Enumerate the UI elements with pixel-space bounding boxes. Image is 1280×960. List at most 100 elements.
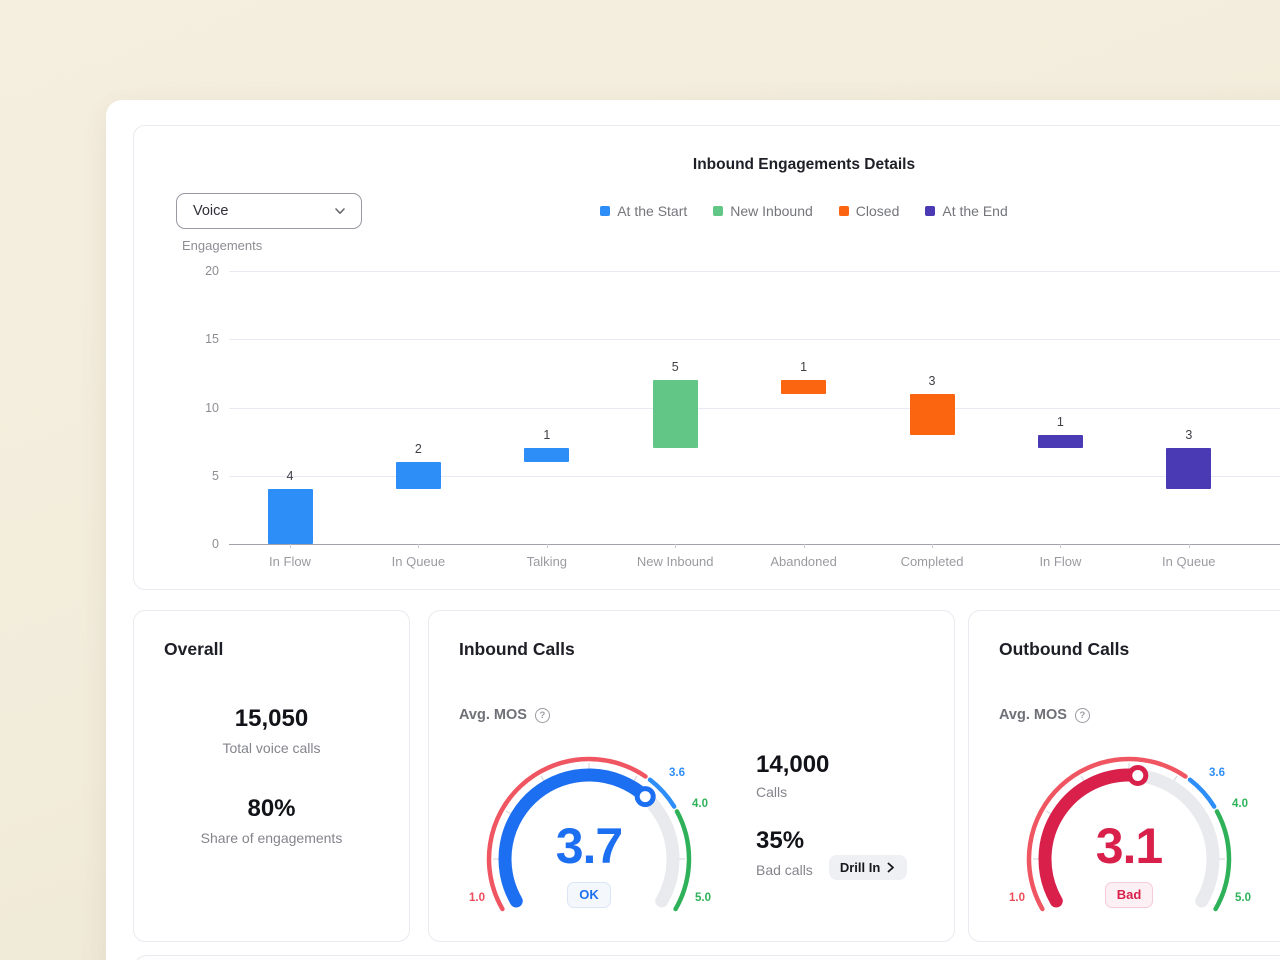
engagements-chart-card: Inbound Engagements Details Voice At the… (133, 125, 1280, 590)
outbound-avg-mos-row: Avg. MOS ? (999, 707, 1090, 723)
legend-label: New Inbound (730, 203, 813, 219)
dashboard-window: Inbound Engagements Details Voice At the… (106, 100, 1280, 960)
inbound-mos-status-badge: OK (459, 882, 719, 908)
y-tick-label: 15 (205, 332, 219, 347)
gauge-arc (486, 756, 692, 912)
bad-calls-label: Bad calls (756, 861, 813, 878)
inbound-calls-value: 14,000 (756, 751, 830, 778)
share-of-engagements-label: Share of engagements (200, 830, 343, 846)
x-tick-label: Abandoned (770, 554, 837, 569)
legend-item-closed[interactable]: Closed (838, 203, 900, 219)
gridline (229, 475, 1280, 477)
chart-title: Inbound Engagements Details (692, 156, 916, 173)
chevron-down-icon (335, 208, 345, 214)
bar-value-label: 1 (800, 360, 808, 375)
outbound-mos-value: 3.1 (1095, 818, 1164, 874)
overall-stats: 15,050 Total voice calls 80% Share of en… (134, 705, 409, 847)
bar-talking[interactable] (524, 448, 570, 463)
x-tick-label: New Inbound (636, 554, 714, 569)
legend-label: Closed (855, 203, 900, 219)
x-tick-mark (418, 544, 420, 548)
inbound-mos-gauge: 3.7 OK 1.0 3.6 4.0 5.0 (459, 746, 729, 936)
legend-swatch (713, 206, 724, 216)
gauge-scale-label: 5.0 (1235, 892, 1251, 904)
legend-label: At the End (942, 203, 1008, 219)
gauge-scale-label: 1.0 (1009, 892, 1025, 904)
bar-in-queue[interactable] (1166, 448, 1212, 490)
inbound-calls-label: Calls (756, 784, 788, 800)
legend-item-at-the-start[interactable]: At the Start (600, 203, 687, 219)
y-axis-title: Engagements (182, 238, 263, 253)
chevron-right-icon (887, 862, 895, 873)
drill-in-button[interactable]: Drill In (828, 855, 908, 880)
overall-card-title: Overall (164, 639, 224, 659)
gauge-scale-label: 3.6 (669, 767, 685, 779)
x-tick-label: In Queue (1162, 554, 1216, 569)
avg-mos-label: Avg. MOS (999, 707, 1067, 723)
bar-value-label: 1 (1056, 414, 1064, 429)
y-tick-label: 5 (212, 468, 219, 483)
y-tick-label: 0 (212, 537, 219, 551)
inbound-mos-value: 3.7 (555, 818, 624, 874)
bar-new-inbound[interactable] (652, 380, 698, 449)
outbound-card-title: Outbound Calls (999, 639, 1130, 659)
gauge-scale-label: 1.0 (469, 892, 485, 904)
inbound-avg-mos-row: Avg. MOS ? (459, 707, 550, 723)
overall-card: Overall 15,050 Total voice calls 80% Sha… (133, 610, 410, 942)
legend-label: At the Start (617, 203, 688, 219)
help-circle-icon[interactable]: ? (1074, 707, 1090, 723)
y-tick-label: 10 (205, 400, 219, 415)
bar-value-label: 3 (928, 373, 936, 388)
gauge-scale-label: 3.6 (1209, 767, 1225, 779)
gridline (229, 271, 1280, 272)
bad-calls-value: 35% (756, 827, 805, 854)
gauge-scale-label: 5.0 (695, 892, 711, 904)
legend-swatch (838, 206, 849, 216)
gauge-arc (1026, 756, 1232, 912)
x-tick-mark (1060, 544, 1062, 548)
channel-select-value: Voice (193, 203, 229, 219)
gridline (229, 339, 1280, 341)
help-circle-icon[interactable]: ? (534, 707, 550, 723)
bar-value-label: 2 (414, 442, 422, 457)
total-voice-calls-value: 15,050 (234, 705, 309, 732)
x-tick-mark (932, 544, 933, 548)
next-section-card-edge (133, 955, 1280, 960)
legend-swatch (925, 206, 936, 216)
legend-swatch (600, 206, 611, 216)
x-tick-mark (546, 544, 548, 548)
bar-in-queue[interactable] (395, 462, 441, 490)
bar-value-label: 3 (1185, 428, 1193, 443)
legend-item-new-inbound[interactable]: New Inbound (713, 203, 813, 219)
x-tick-mark (1188, 544, 1190, 548)
x-tick-mark (290, 544, 291, 548)
bar-abandoned[interactable] (781, 380, 827, 394)
legend-item-at-the-end[interactable]: At the End (925, 203, 1008, 219)
share-of-engagements-value: 80% (247, 795, 296, 822)
x-tick-mark (675, 544, 677, 548)
x-tick-label: In Flow (1039, 554, 1082, 569)
inbound-stats: 14,000 Calls 35% Bad calls Drill In (756, 751, 908, 880)
bar-completed[interactable] (909, 393, 955, 435)
x-tick-label: Talking (526, 554, 568, 569)
channel-select[interactable]: Voice (176, 193, 362, 229)
bar-value-label: 4 (286, 469, 294, 484)
outbound-mos-status-badge: Bad (999, 882, 1259, 908)
bar-in-flow[interactable] (267, 489, 313, 544)
x-axis-line (229, 544, 1280, 545)
y-tick-label: 20 (205, 264, 219, 278)
x-tick-label: Completed (900, 554, 964, 569)
total-voice-calls-label: Total voice calls (222, 740, 321, 756)
bar-value-label: 1 (543, 428, 551, 443)
chart-legend: At the Start New Inbound Closed At the End (134, 202, 1280, 220)
bar-in-flow[interactable] (1037, 434, 1083, 449)
bar-chart-plot: 0 5 10 15 20 4 In Flow 2 In Queue 1 Talking 5 New In… (205, 264, 1280, 569)
gauge-scale-label: 4.0 (1232, 798, 1248, 810)
x-tick-label: In Flow (269, 554, 311, 569)
outbound-mos-gauge: 3.1 Bad 1.0 3.6 4.0 5.0 (999, 746, 1269, 936)
x-tick-label: In Queue (391, 554, 446, 569)
inbound-calls-card: Inbound Calls Avg. MOS ? 3.7 OK 1.0 3.6 4.… (428, 610, 955, 942)
gauge-scale-label: 4.0 (692, 798, 708, 810)
outbound-calls-card: Outbound Calls Avg. MOS ? 3.1 Bad 1.0 3.6… (968, 610, 1280, 942)
x-tick-mark (803, 544, 805, 548)
